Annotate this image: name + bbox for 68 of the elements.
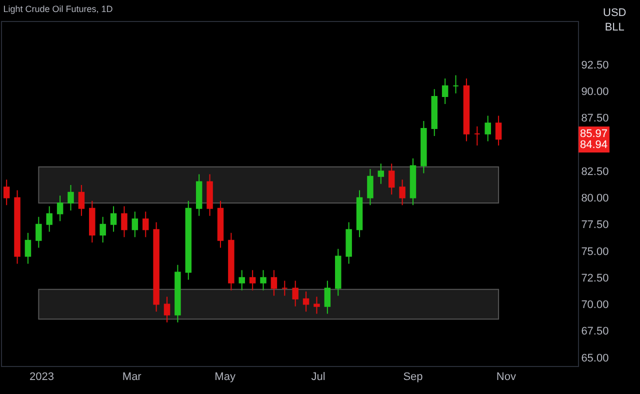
candlestick: [324, 280, 331, 314]
y-tick-label: 70.00: [581, 299, 609, 312]
y-tick-label: 75.00: [581, 246, 609, 258]
candlestick: [14, 190, 20, 264]
candlestick: [452, 74, 459, 94]
candlestick: [185, 200, 192, 280]
candlestick: [442, 78, 448, 105]
annotation: 85.97: [580, 128, 608, 140]
candlestick: [292, 280, 298, 307]
candlestick: [78, 184, 85, 216]
candlestick: [420, 120, 427, 174]
y-tick-label: 92.50: [581, 59, 609, 72]
candlestick: [46, 206, 52, 232]
candlestick: [228, 232, 234, 291]
candlestick: [399, 179, 406, 206]
x-tick-label: Jul: [311, 371, 326, 384]
candlestick: [431, 88, 438, 136]
candlestick: [270, 270, 278, 296]
candlestick: [249, 270, 256, 291]
candlestick: [356, 190, 363, 238]
y-tick-label: 87.50: [581, 112, 609, 125]
x-tick-label: Sep: [403, 371, 423, 384]
candlestick: [206, 174, 213, 216]
candlestick: [367, 168, 374, 206]
candlestick: [474, 126, 480, 146]
candlestick: [100, 216, 106, 243]
candlestick: [388, 163, 395, 196]
candlestick: [238, 270, 245, 291]
candlestick: [174, 264, 181, 323]
candlestick: [164, 296, 170, 323]
candlestick: [3, 179, 10, 206]
y-tick-label: 82.50: [581, 166, 609, 178]
y-tick-label: 77.50: [581, 219, 609, 232]
candlestick: [110, 206, 117, 232]
chart-title: Light Crude Oil Futures, 1D: [3, 4, 114, 14]
y-tick-label: 80.00: [581, 192, 609, 205]
candlestick: [56, 195, 64, 222]
candlestick: [484, 115, 491, 142]
candlestick: [314, 296, 320, 314]
y-axis-title: USD BLL: [603, 7, 626, 34]
candlestick: [378, 163, 384, 184]
x-tick-label: Nov: [496, 371, 516, 384]
candlestick: [302, 290, 310, 312]
candlestick: [24, 232, 32, 264]
x-tick-label: 2023: [29, 371, 54, 384]
candlestick: [463, 78, 470, 142]
candlestick: [121, 206, 128, 238]
annotation: 84.94: [580, 139, 608, 151]
candlestick: [153, 222, 160, 312]
candlestick: [260, 270, 266, 291]
candlestick: [132, 211, 138, 238]
candlestick: [495, 115, 502, 146]
candlestick: [142, 211, 149, 238]
candlestick: [335, 248, 342, 296]
x-tick-label: Mar: [122, 371, 142, 384]
candlestick: [410, 158, 416, 206]
candlestick: [89, 200, 96, 243]
candlestick: [68, 184, 74, 212]
candlestick: [346, 222, 352, 264]
candlestick: [36, 216, 42, 248]
x-tick-label: May: [214, 371, 236, 384]
y-tick-label: 72.50: [581, 272, 609, 284]
candlestick: [217, 200, 224, 248]
candlestick: [282, 280, 288, 296]
y-tick-label: 67.50: [581, 326, 609, 338]
y-tick-label: 65.00: [581, 352, 609, 364]
candlestick: [196, 174, 202, 216]
y-tick-label: 90.00: [581, 86, 609, 98]
